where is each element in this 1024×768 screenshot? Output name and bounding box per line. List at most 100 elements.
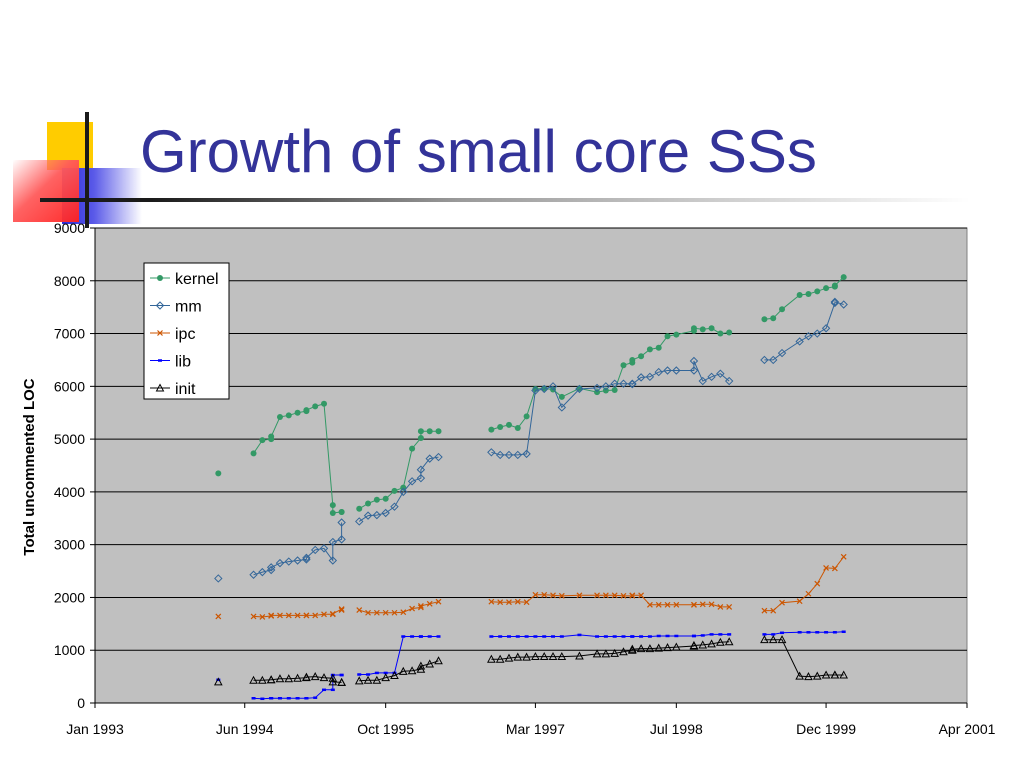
- data-point-kernel: [646, 346, 653, 353]
- data-point-ipc: [294, 612, 301, 619]
- data-point-init: [654, 643, 664, 652]
- x-tick-label: Jun 1994: [216, 721, 274, 737]
- series-line-mm: [253, 522, 343, 576]
- legend-marker-kernel: [157, 275, 163, 281]
- y-tick-label: 2000: [54, 589, 85, 605]
- data-point-mm: [425, 454, 434, 463]
- data-point-ipc: [602, 592, 609, 599]
- data-point-init: [337, 677, 346, 686]
- data-point-ipc: [268, 612, 275, 619]
- data-point-ipc: [814, 580, 821, 587]
- data-point-init: [689, 640, 699, 649]
- data-point-mm: [592, 383, 602, 393]
- data-point-ipc: [497, 599, 504, 606]
- data-point-ipc: [699, 601, 706, 608]
- data-point-mm: [258, 567, 267, 577]
- data-point-init: [724, 637, 734, 646]
- data-point-ipc: [576, 592, 583, 599]
- data-point-mm: [760, 355, 769, 365]
- data-point-kernel: [400, 484, 407, 491]
- data-point-mm: [531, 386, 540, 395]
- data-point-kernel: [338, 508, 345, 515]
- y-tick-label: 1000: [54, 642, 85, 658]
- data-point-kernel: [629, 356, 636, 363]
- data-point-kernel: [303, 407, 310, 414]
- legend-label-ipc: ipc: [175, 326, 195, 343]
- data-point-kernel: [417, 435, 424, 442]
- data-point-kernel: [823, 285, 830, 292]
- data-point-ipc: [770, 607, 777, 614]
- data-point-init: [372, 675, 382, 684]
- data-point-init: [275, 674, 285, 683]
- y-tick-label: 5000: [54, 431, 85, 447]
- data-point-ipc: [558, 592, 565, 599]
- data-point-init: [495, 654, 505, 663]
- data-point-ipc: [417, 604, 424, 611]
- data-point-kernel: [523, 413, 530, 420]
- data-point-init: [213, 677, 223, 686]
- data-point-ipc: [779, 599, 785, 606]
- data-point-ipc: [312, 612, 319, 619]
- data-point-mm: [777, 348, 787, 358]
- data-point-init: [249, 675, 258, 684]
- data-point-kernel: [382, 495, 389, 502]
- data-point-kernel: [365, 500, 372, 507]
- data-point-mm: [328, 537, 338, 547]
- data-point-kernel: [488, 426, 495, 433]
- data-point-mm: [284, 557, 293, 566]
- data-point-ipc: [514, 598, 521, 605]
- data-point-kernel: [620, 362, 627, 369]
- slide-title: Growth of small core SSs: [140, 118, 817, 185]
- data-point-mm: [575, 384, 584, 394]
- data-point-init: [636, 644, 646, 653]
- data-point-init: [548, 652, 558, 661]
- data-point-ipc: [840, 553, 847, 560]
- legend-label-lib: lib: [175, 354, 191, 371]
- data-point-init: [839, 670, 849, 679]
- data-point-init: [610, 648, 620, 657]
- data-point-ipc: [338, 607, 345, 614]
- data-point-init: [645, 644, 655, 653]
- data-point-ipc: [655, 601, 662, 608]
- data-point-mm: [628, 380, 637, 389]
- data-point-mm: [724, 376, 734, 386]
- data-point-init: [777, 635, 787, 644]
- data-point-kernel: [373, 496, 380, 503]
- data-point-init: [416, 661, 426, 670]
- data-point-mm: [372, 510, 382, 520]
- data-point-mm: [266, 563, 276, 572]
- data-point-ipc: [365, 609, 371, 616]
- y-tick-label: 4000: [54, 484, 85, 500]
- data-point-ipc: [550, 592, 556, 599]
- legend-marker-ipc: [157, 330, 163, 336]
- data-point-init: [407, 666, 417, 675]
- data-point-ipc: [664, 601, 671, 608]
- data-point-mm: [601, 382, 611, 391]
- data-point-init: [390, 671, 399, 680]
- data-point-mm: [698, 376, 707, 386]
- data-point-init: [539, 652, 549, 661]
- data-point-ipc: [417, 602, 424, 609]
- data-point-init: [795, 671, 804, 680]
- x-tick-label: Jan 1993: [66, 721, 124, 737]
- data-point-ipc: [400, 609, 407, 616]
- data-point-kernel: [770, 315, 777, 322]
- data-point-mm: [390, 502, 399, 511]
- data-point-mm: [769, 355, 778, 365]
- data-point-mm: [513, 450, 522, 460]
- legend-label-init: init: [175, 381, 196, 398]
- data-point-mm: [328, 556, 338, 565]
- data-point-kernel: [805, 290, 812, 297]
- data-point-init: [698, 640, 708, 649]
- series-ipc: [215, 553, 847, 620]
- data-point-kernel: [435, 428, 442, 435]
- y-tick-label: 7000: [54, 326, 85, 342]
- data-point-ipc: [673, 601, 680, 608]
- data-point-mm: [363, 511, 373, 520]
- data-point-init: [821, 670, 831, 679]
- data-point-kernel: [294, 409, 301, 416]
- data-point-init: [434, 656, 443, 665]
- data-point-mm: [636, 373, 646, 382]
- data-point-kernel: [638, 353, 645, 360]
